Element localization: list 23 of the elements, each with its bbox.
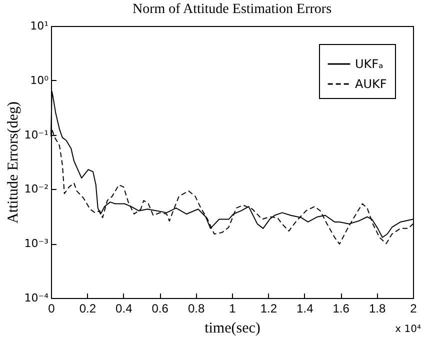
y-axis-title: Attitude Errors(deg) (5, 101, 22, 224)
y-tick-label: 10⁻⁴ (24, 292, 50, 304)
x-axis-title: time(sec) (204, 320, 260, 336)
y-tick-label: 10⁻² (24, 182, 48, 196)
x-tick-label: 0.4 (116, 302, 133, 316)
x-tick-label: 0 (48, 302, 56, 316)
legend-label: AUKF (355, 77, 387, 91)
y-tick-label: 10⁻³ (24, 237, 48, 250)
x-tick-label: 0.8 (188, 302, 205, 316)
x-tick-label: 1.6 (332, 302, 350, 316)
x-tick-label: 1.2 (260, 302, 278, 316)
chart-title: Norm of Attitude Estimation Errors (132, 2, 332, 17)
y-tick-label: 10⁻¹ (24, 128, 48, 142)
x-tick-label: 1.8 (368, 302, 386, 316)
y-tick-label: 10⁰ (30, 74, 50, 87)
x-tick-label: 2 (410, 302, 418, 316)
x-tick-label: 1 (229, 302, 236, 316)
text: x 10⁴ (395, 324, 421, 335)
x-tick-label: 0.6 (152, 302, 169, 316)
x-tick-label: 0.2 (79, 302, 96, 316)
x-tick-label: 1.4 (296, 302, 314, 316)
legend-label: UKFₐ (355, 57, 384, 71)
y-tick-label: 10¹ (30, 20, 48, 32)
